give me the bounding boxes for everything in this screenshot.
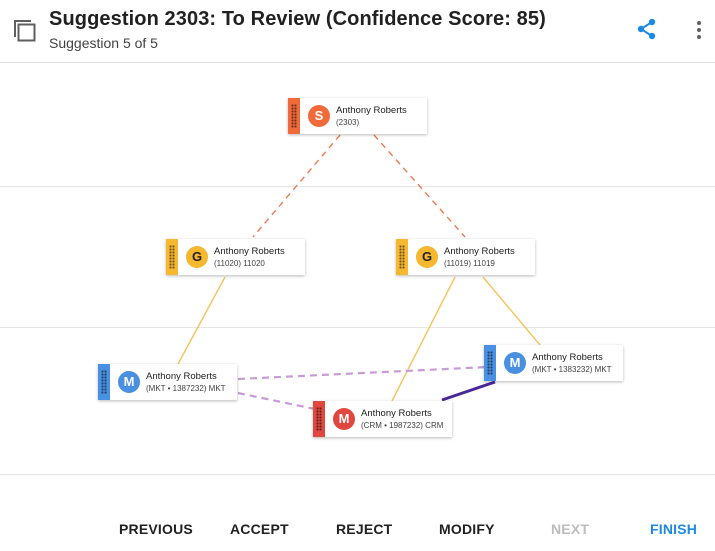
action-bar: PREVIOUS ACCEPT REJECT MODIFY NEXT FINIS… (0, 474, 715, 551)
avatar: G (186, 246, 208, 268)
node-strip (166, 239, 178, 275)
app-header: Suggestion 2303: To Review (Confidence S… (0, 0, 715, 63)
node-strip (98, 364, 110, 400)
next-button[interactable]: NEXT (551, 521, 590, 537)
node-root[interactable]: S Anthony Roberts (2303) (288, 98, 427, 134)
node-id: (MKT • 1387232) MKT (146, 384, 226, 393)
node-crm[interactable]: M Anthony Roberts (CRM • 1987232) CRM (313, 401, 452, 437)
modify-button[interactable]: MODIFY (439, 521, 495, 537)
graph-canvas[interactable] (0, 63, 715, 473)
more-vertical-icon[interactable] (690, 19, 708, 41)
previous-button[interactable]: PREVIOUS (119, 521, 193, 537)
node-id: (CRM • 1987232) CRM (361, 421, 444, 430)
node-mkt-left[interactable]: M Anthony Roberts (MKT • 1387232) MKT (98, 364, 237, 400)
finish-button[interactable]: FINISH (650, 521, 698, 537)
node-name: Anthony Roberts (336, 105, 407, 116)
node-name: Anthony Roberts (146, 371, 217, 382)
page-subtitle: Suggestion 5 of 5 (49, 35, 158, 51)
node-id: (11019) 11019 (444, 259, 495, 268)
node-id: (2303) (336, 118, 360, 127)
node-id: (MKT • 1383232) MKT (532, 365, 612, 374)
page-title: Suggestion 2303: To Review (Confidence S… (49, 8, 546, 30)
node-id: (11020) 11020 (214, 259, 265, 268)
node-name: Anthony Roberts (214, 246, 285, 257)
node-strip (313, 401, 325, 437)
copy-icon (14, 20, 36, 42)
node-name: Anthony Roberts (532, 352, 603, 363)
avatar: G (416, 246, 438, 268)
node-name: Anthony Roberts (444, 246, 515, 257)
accept-button[interactable]: ACCEPT (230, 521, 289, 537)
avatar: M (333, 408, 355, 430)
reject-button[interactable]: REJECT (336, 521, 393, 537)
avatar: S (308, 105, 330, 127)
node-group-left[interactable]: G Anthony Roberts (11020) 11020 (166, 239, 305, 275)
node-name: Anthony Roberts (361, 408, 432, 419)
node-strip (484, 345, 496, 381)
avatar: M (504, 352, 526, 374)
node-group-right[interactable]: G Anthony Roberts (11019) 11019 (396, 239, 535, 275)
share-icon[interactable] (636, 18, 658, 40)
row-divider (0, 327, 715, 328)
node-strip (396, 239, 408, 275)
row-divider (0, 186, 715, 187)
avatar: M (118, 371, 140, 393)
node-strip (288, 98, 300, 134)
node-mkt-right[interactable]: M Anthony Roberts (MKT • 1383232) MKT (484, 345, 623, 381)
